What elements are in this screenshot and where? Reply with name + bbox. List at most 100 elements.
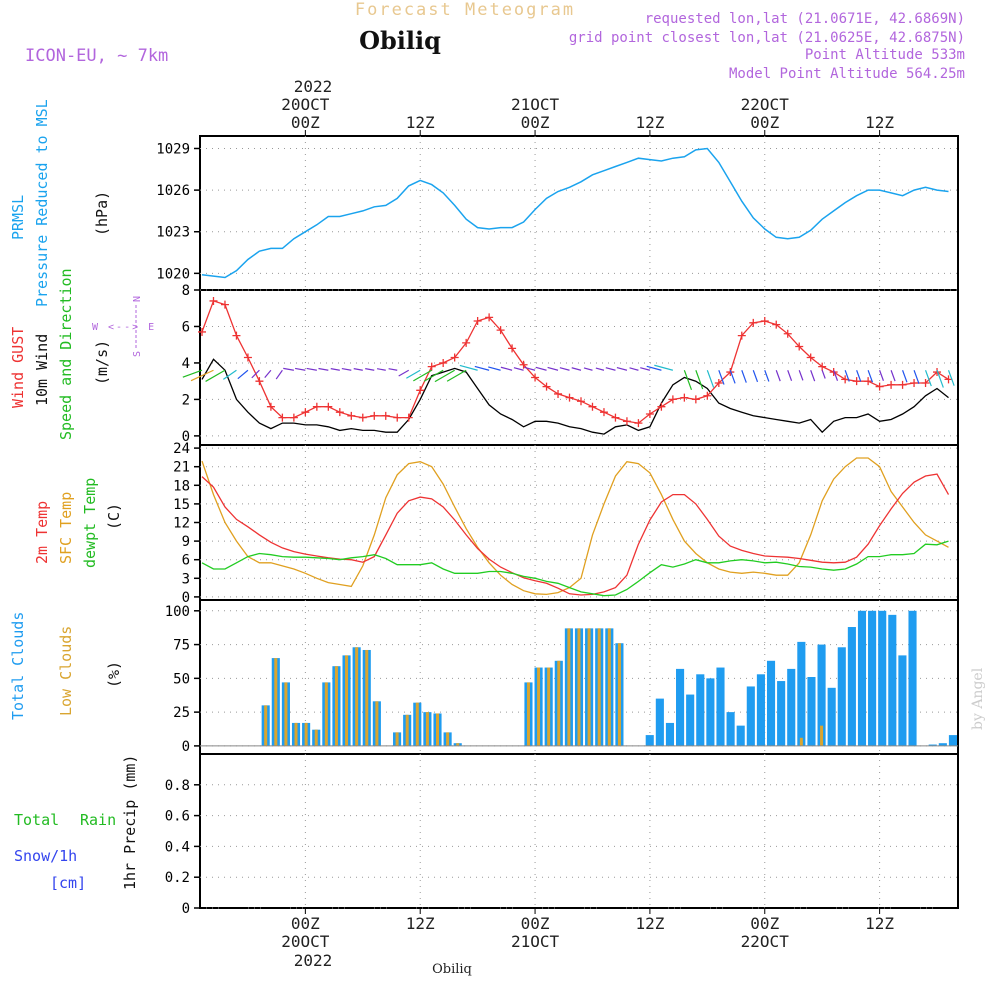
y-tick-label: 0 [182,901,190,917]
wind-arrow [474,365,490,371]
total-cloud-bar [908,610,917,746]
temp-2m-label: 2m Temp [33,501,51,564]
total-cloud-bar [777,681,786,746]
wind-arrow [413,369,432,382]
wind-gust-label: Wind GUST [9,327,27,408]
gust-marker [691,395,700,404]
total-cloud-bar [716,667,725,746]
bottom-hour-label: 00Z [291,914,320,933]
y-tick-label: 50 [173,671,190,687]
gust-marker [519,360,528,369]
wind-arrow [764,370,770,382]
wind-arrow [821,370,826,379]
bottom-date-label: 21OCT [511,932,560,951]
top-date-label: 21OCT [511,95,560,114]
wind-arrow [190,369,214,382]
bottom-hour-label: 12Z [406,914,435,933]
wind-arrow [787,370,793,381]
top-hour-label: 00Z [521,113,550,132]
wind-arrow [890,370,896,382]
y-tick-label: 1020 [156,266,190,282]
wind-arrow [406,369,421,379]
model-label: ICON-EU, ~ 7km [25,46,168,66]
total-cloud-bar [938,743,947,746]
gust-marker [427,362,436,371]
top-hour-label: 12Z [406,113,435,132]
y-tick-label: 0 [182,739,190,755]
gust-marker [278,413,287,422]
wind-arrow [902,370,908,383]
gust-marker [232,331,241,340]
gust-marker [508,344,517,353]
wind-arrow [867,370,874,383]
wind-arrow [547,366,559,371]
gust-marker [714,379,723,387]
y-tick-label: 0.6 [165,809,190,825]
low-cloud-bar [405,714,409,746]
wind-arrow [330,368,340,371]
total-cloud-bar [817,644,826,746]
gust-marker [243,353,252,362]
y-tick-label: 0.4 [165,839,190,855]
low-cloud-bar [334,666,338,746]
gust-marker [198,327,206,336]
gust-marker [404,413,413,422]
total-cloud-bar [827,687,836,746]
gust-marker [255,377,264,386]
total-cloud-bar [797,641,806,746]
gust-marker [841,375,850,384]
cloud-low-label: Low Clouds [57,626,75,716]
y-tick-label: 1026 [156,183,190,199]
total-cloud-bar [898,655,907,746]
y-tick-label: 15 [173,497,190,513]
y-tick-label: 1029 [156,141,190,157]
y-tick-label: 2 [182,392,190,408]
cloud-unit: (%) [105,661,123,688]
gust-marker [462,338,471,347]
top-year: 2022 [294,77,333,96]
wind-arrow [264,369,272,378]
y-tick-label: 8 [182,283,190,299]
wind-arrow [524,366,536,371]
station-title: Obiliq [359,26,441,55]
gust-marker [795,342,804,351]
bottom-hour-label: 00Z [521,914,550,933]
wind-arrow [775,370,781,382]
gust-marker [726,368,735,377]
total-cloud-bar [868,610,877,746]
gust-marker [806,353,815,362]
low-cloud-bar [617,643,621,746]
wind-arrow [341,367,352,371]
compass-row: W <--> E [92,322,156,333]
compass-rose-icon: N W <--> E S [92,296,156,357]
wind-arrow [936,370,944,388]
wind-arrow [595,367,605,371]
wind-arrow [306,367,317,371]
sfc-temp-series-line [201,457,949,596]
gust-marker [370,411,379,420]
precip-cm-label: [cm] [50,874,86,892]
total-cloud-bar [878,610,887,746]
total-cloud-bar [847,627,856,746]
gust-marker [496,326,505,335]
y-tick-label: 1023 [156,225,190,241]
gust-marker [450,353,459,362]
gust-marker [760,317,769,325]
gust-marker [335,408,344,417]
wind-series-line [201,358,949,435]
temp-dew-label: dewpt Temp [81,478,99,568]
gust-marker [301,408,310,417]
gust-marker [657,402,666,411]
y-tick-label: 18 [173,478,190,494]
gust-marker [645,410,654,418]
wind-arrow [629,367,639,371]
gust-marker [852,377,861,386]
wind-arrow [605,367,616,371]
gust-marker [439,358,448,367]
low-cloud-bar [395,732,399,746]
wind-arrow [182,369,203,378]
total-cloud-bar [857,610,867,746]
y-tick-label: 100 [165,604,190,620]
